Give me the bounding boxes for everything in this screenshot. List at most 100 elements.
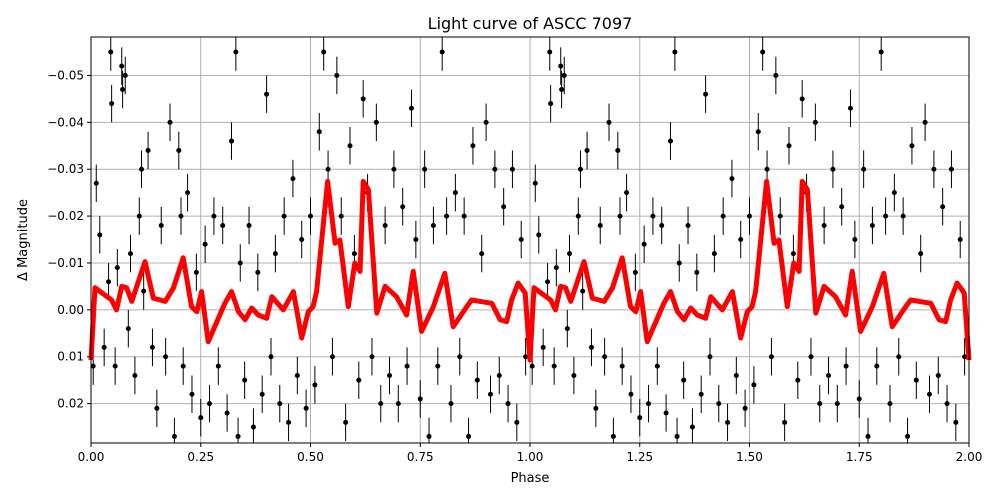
data-point: [617, 213, 623, 219]
data-point: [551, 363, 557, 369]
data-point: [865, 433, 871, 439]
data-point: [299, 237, 305, 243]
data-point: [452, 190, 458, 196]
data-point: [540, 344, 546, 350]
data-point: [768, 354, 774, 360]
data-point: [944, 401, 950, 407]
data-point: [615, 147, 621, 153]
data-point: [878, 49, 884, 55]
y-tick-label: −0.01: [47, 256, 84, 270]
data-point: [448, 401, 454, 407]
data-point: [720, 213, 726, 219]
data-point: [790, 251, 796, 257]
data-point: [918, 251, 924, 257]
y-tick-label: 0.01: [57, 350, 84, 364]
data-point: [224, 410, 230, 416]
y-tick-label: −0.03: [47, 162, 84, 176]
data-point: [548, 101, 554, 107]
data-point: [439, 49, 445, 55]
data-point: [97, 232, 103, 238]
y-axis-label: Δ Magnitude: [16, 199, 31, 281]
data-point: [883, 213, 889, 219]
data-point: [891, 190, 897, 196]
x-tick-label: 0.25: [187, 450, 214, 464]
data-point: [957, 237, 963, 243]
data-point: [874, 363, 880, 369]
data-point: [312, 382, 318, 388]
data-point: [128, 251, 134, 257]
data-point: [571, 372, 577, 378]
y-tick-label: −0.04: [47, 115, 84, 129]
data-point: [93, 180, 99, 186]
x-axis-label: Phase: [511, 471, 550, 486]
data-point: [136, 213, 142, 219]
data-point: [698, 391, 704, 397]
data-point: [171, 433, 177, 439]
data-point: [125, 326, 131, 332]
data-point: [457, 354, 463, 360]
data-point: [114, 265, 120, 271]
data-point: [559, 87, 565, 93]
data-point: [593, 405, 599, 411]
data-point: [786, 143, 792, 149]
data-point: [817, 401, 823, 407]
data-point: [900, 213, 906, 219]
data-point: [707, 354, 713, 360]
data-point: [106, 279, 112, 285]
data-point: [509, 166, 515, 172]
data-point: [492, 166, 498, 172]
data-point: [167, 119, 173, 125]
data-point: [120, 87, 126, 93]
data-point: [413, 237, 419, 243]
data-point: [663, 410, 669, 416]
data-point: [259, 391, 265, 397]
data-point: [470, 143, 476, 149]
data-point: [782, 419, 788, 425]
data-point: [496, 372, 502, 378]
data-point: [178, 213, 184, 219]
data-point: [430, 222, 436, 228]
data-point: [163, 354, 169, 360]
data-point: [237, 260, 243, 266]
data-point: [400, 204, 406, 210]
data-point: [532, 180, 538, 186]
data-point: [145, 147, 151, 153]
data-point: [132, 372, 138, 378]
data-point: [564, 326, 570, 332]
data-point: [329, 354, 335, 360]
y-axis: −0.05 −0.04 −0.03 −0.02 −0.01 0.00 0.01 0.02: [47, 68, 91, 411]
data-point: [606, 119, 612, 125]
data-point: [588, 344, 594, 350]
data-point: [948, 166, 954, 172]
model-line: [88, 178, 972, 363]
data-point: [747, 213, 752, 219]
data-point: [316, 129, 322, 135]
data-point: [610, 433, 616, 439]
data-point: [235, 433, 241, 439]
data-point: [501, 204, 507, 210]
data-point: [861, 166, 867, 172]
data-point: [108, 49, 114, 55]
data-point: [343, 419, 349, 425]
data-point: [233, 49, 239, 55]
data-point: [659, 222, 665, 228]
data-point: [689, 424, 695, 430]
grid: [90, 37, 970, 443]
data-point: [264, 91, 270, 97]
data-point: [404, 363, 410, 369]
y-tick-label: −0.05: [47, 68, 84, 82]
data-point: [637, 415, 643, 421]
data-point: [580, 288, 586, 294]
data-point: [716, 401, 722, 407]
data-point: [584, 147, 590, 153]
data-point: [90, 363, 96, 369]
data-point: [101, 344, 107, 350]
data-point: [962, 354, 968, 360]
data-point: [207, 401, 213, 407]
data-point: [738, 237, 744, 243]
data-point: [180, 363, 186, 369]
data-point: [435, 363, 441, 369]
data-point: [847, 105, 853, 111]
data-point: [417, 396, 423, 402]
model-curve: [88, 178, 972, 363]
